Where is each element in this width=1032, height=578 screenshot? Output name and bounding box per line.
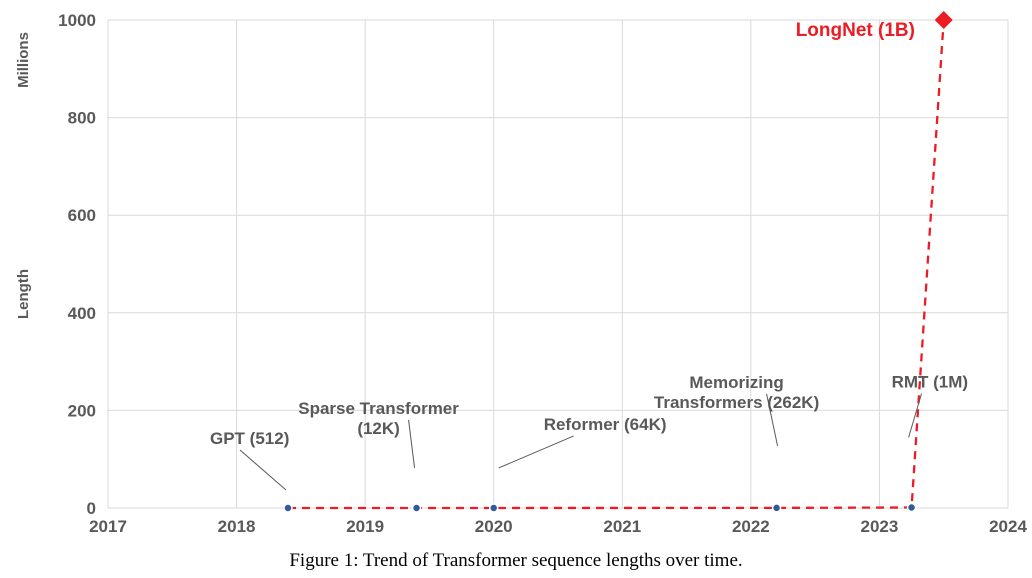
leader-line <box>240 450 286 490</box>
x-tick-label: 2022 <box>732 517 770 536</box>
leader-line <box>409 420 415 468</box>
x-tick-label: 2019 <box>346 517 384 536</box>
y-axis-title-millions: Millions <box>15 32 32 88</box>
y-tick-label: 400 <box>68 304 96 323</box>
x-tick-label: 2018 <box>218 517 256 536</box>
sequence-length-chart: 2017 2018 2019 2020 2021 2022 2023 2024 0 200 400 6… <box>0 0 1032 544</box>
point-label-line1: Memorizing <box>689 373 783 392</box>
y-axis-title-length: Length <box>15 269 32 319</box>
point-label-line1: Sparse Transformer <box>298 399 459 418</box>
x-tick-label: 2020 <box>475 517 513 536</box>
data-marker <box>490 504 498 512</box>
leader-line <box>499 436 574 468</box>
y-tick-label: 600 <box>68 206 96 225</box>
point-label-highlight: LongNet (1B) <box>796 20 915 41</box>
x-tick-label: 2023 <box>861 517 899 536</box>
y-tick-label: 0 <box>87 499 96 518</box>
x-tick-label: 2024 <box>989 517 1027 536</box>
point-label-line2: (12K) <box>357 419 400 438</box>
point-label: GPT (512) <box>210 429 289 448</box>
point-label: RMT (1M) <box>892 373 968 392</box>
highlight-marker <box>935 11 953 29</box>
point-label-line2: Transformers (262K) <box>654 393 819 412</box>
x-tick-label: 2017 <box>89 517 127 536</box>
leader-line <box>909 394 922 438</box>
x-tick-label: 2021 <box>603 517 641 536</box>
y-tick-label: 800 <box>68 109 96 128</box>
figure-caption: Figure 1: Trend of Transformer sequence … <box>0 550 1032 572</box>
data-marker <box>908 504 916 512</box>
data-marker <box>773 504 781 512</box>
data-marker <box>284 504 292 512</box>
point-label: Reformer (64K) <box>544 415 667 434</box>
y-tick-label: 200 <box>68 401 96 420</box>
y-tick-label: 1000 <box>58 11 96 30</box>
data-marker <box>413 504 421 512</box>
